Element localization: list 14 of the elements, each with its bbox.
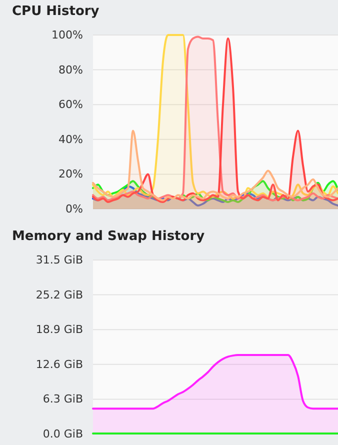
chart-title: Memory and Swap History — [12, 229, 205, 244]
chart-title: CPU History — [12, 4, 100, 19]
y-tick-label: 31.5 GiB — [36, 254, 83, 267]
y-tick-label: 6.3 GiB — [42, 392, 83, 406]
y-tick-label: 20% — [58, 168, 83, 181]
y-tick-label: 80% — [58, 63, 83, 76]
y-tick-label: 0.0 GiB — [42, 428, 83, 441]
y-tick-label: 100% — [52, 28, 83, 42]
y-tick-label: 18.9 GiB — [36, 323, 83, 336]
y-tick-label: 25.2 GiB — [36, 288, 83, 302]
y-tick-label: 0% — [66, 202, 83, 216]
y-tick-label: 12.6 GiB — [36, 358, 83, 371]
y-tick-label: 40% — [58, 132, 83, 146]
y-tick-label: 60% — [58, 98, 83, 112]
